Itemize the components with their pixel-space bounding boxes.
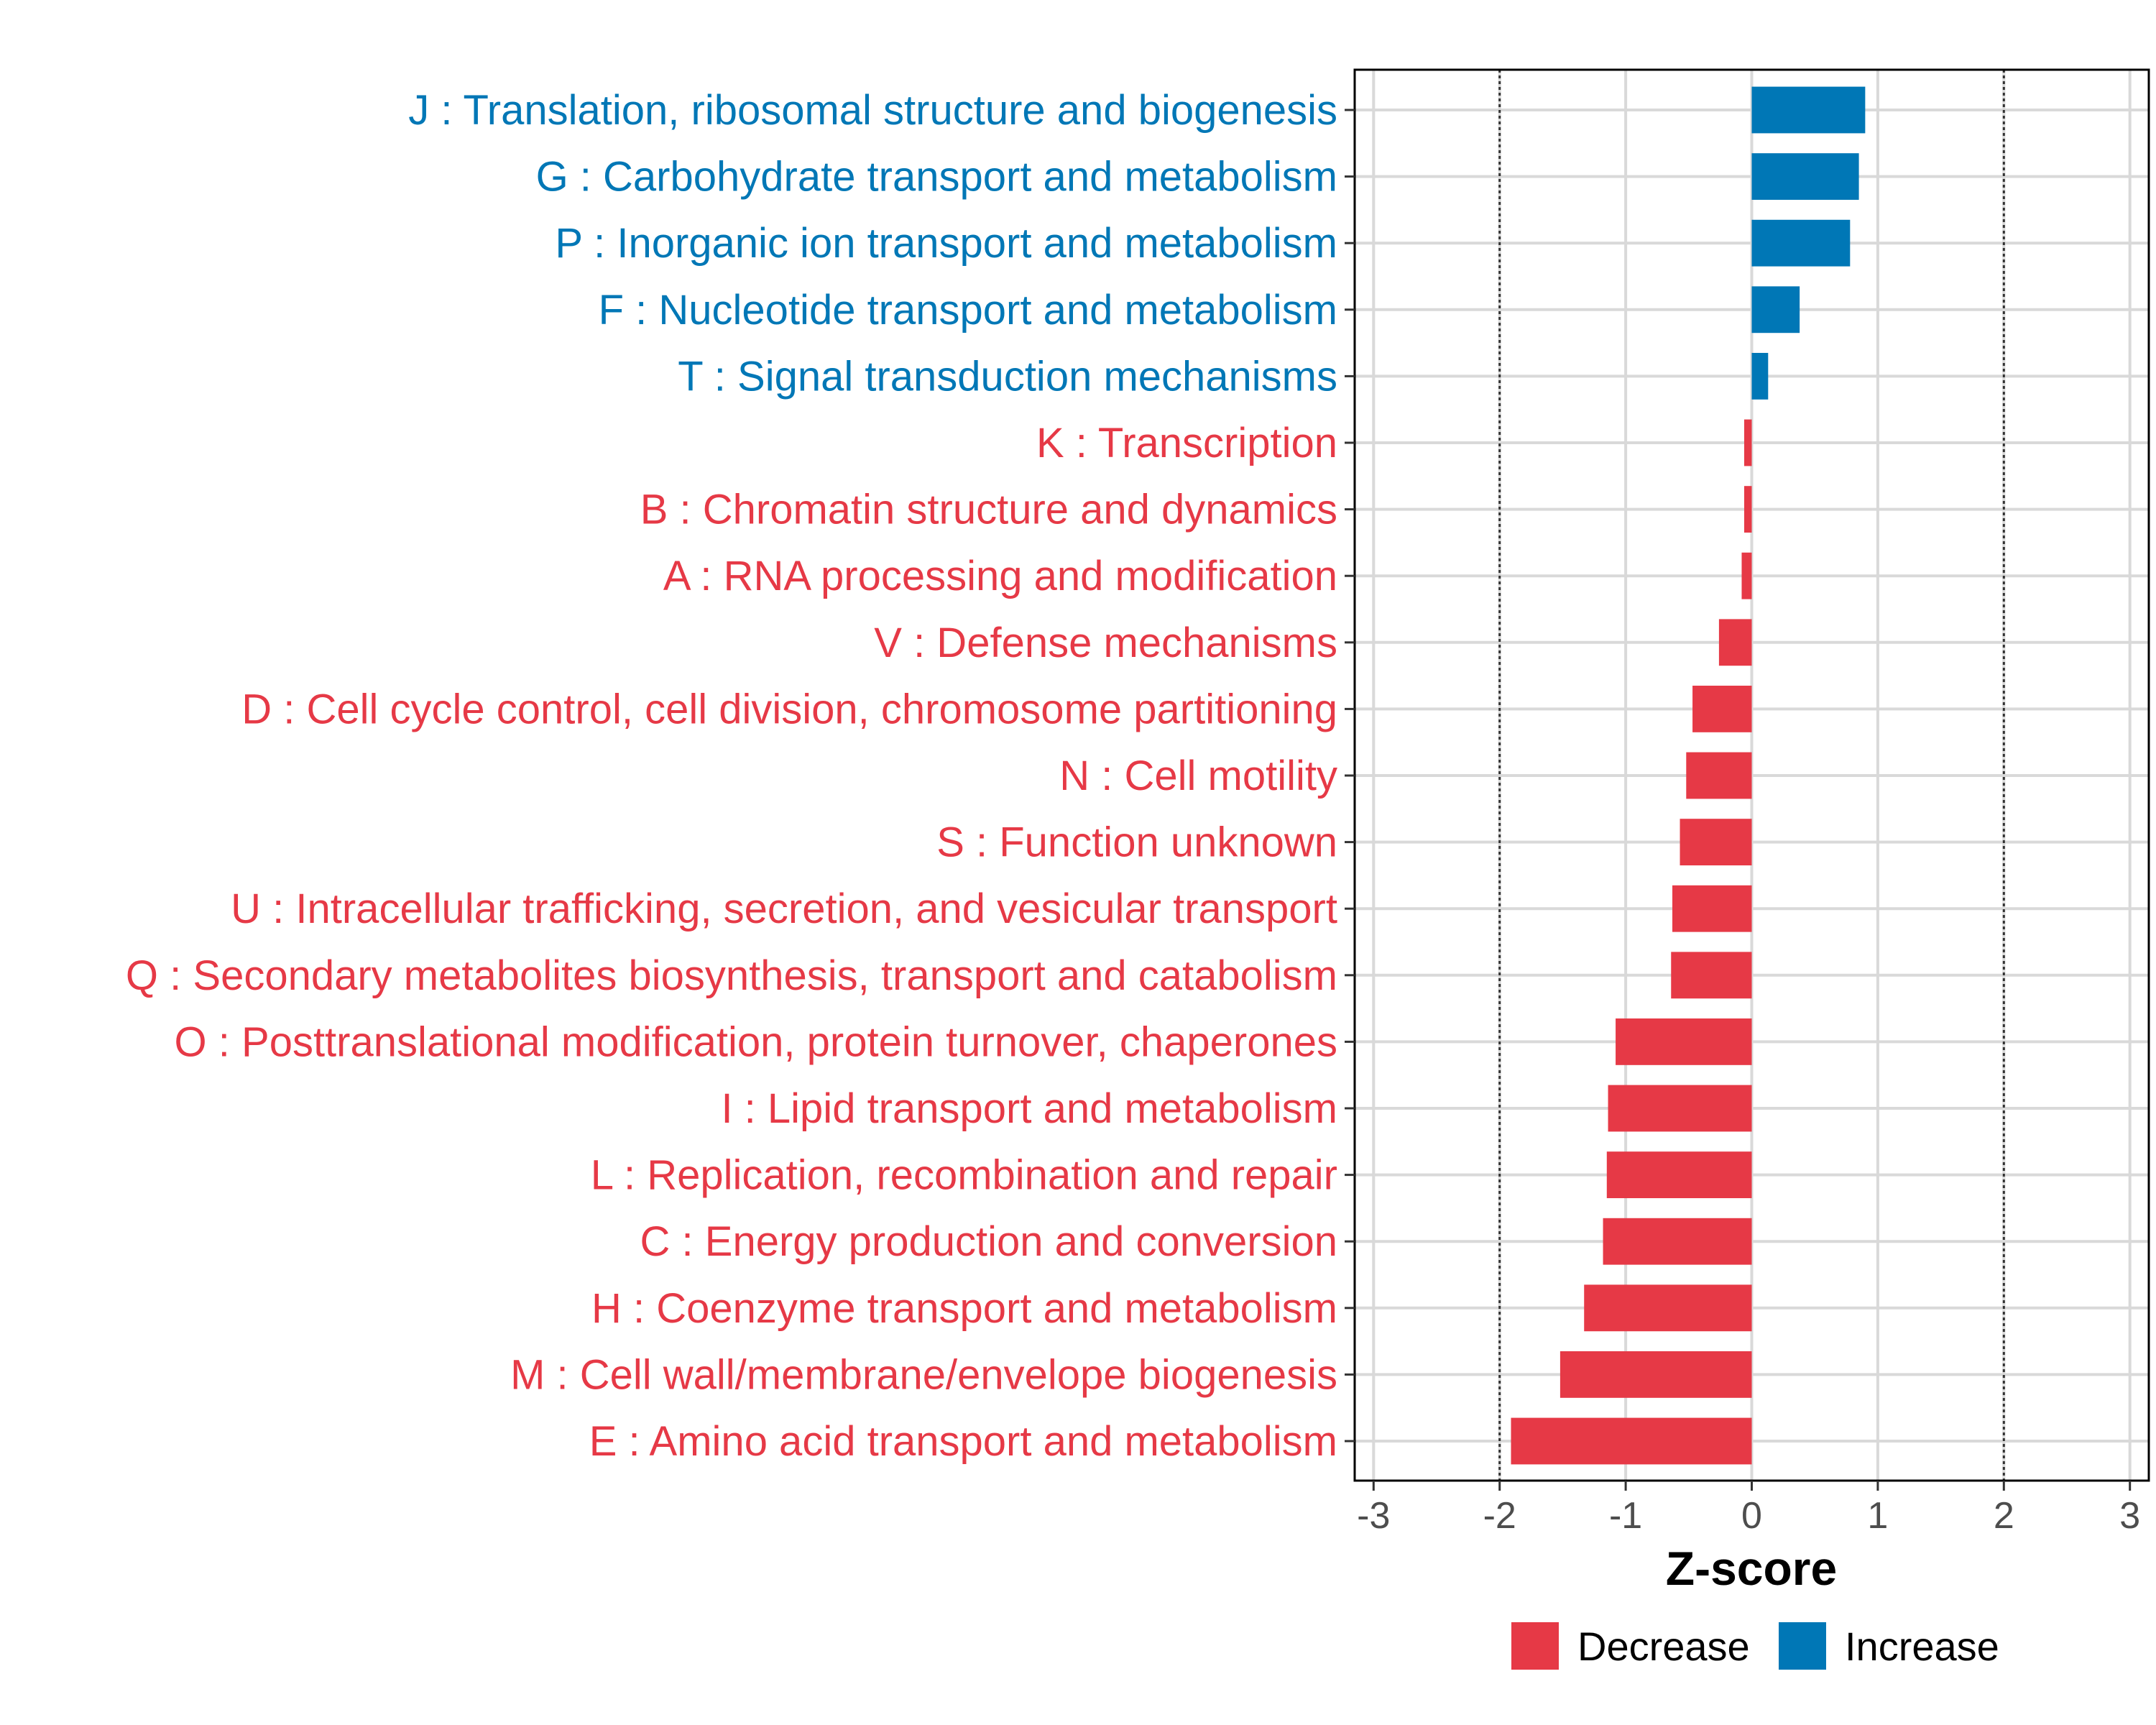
bar — [1751, 153, 1859, 201]
y-ticks — [1345, 109, 1355, 1443]
bar — [1616, 1018, 1752, 1065]
category-label: C : Energy production and conversion — [640, 1218, 1337, 1265]
category-label: H : Coenzyme transport and metabolism — [591, 1285, 1337, 1332]
bar — [1751, 286, 1800, 334]
bar — [1606, 1151, 1752, 1199]
category-label: J : Translation, ribosomal structure and… — [408, 87, 1337, 134]
category-label: L : Replication, recombination and repai… — [591, 1152, 1337, 1199]
category-label: B : Chromatin structure and dynamics — [640, 487, 1337, 533]
category-label: I : Lipid transport and metabolism — [721, 1085, 1337, 1132]
bar — [1680, 819, 1752, 866]
x-tick-label: -3 — [1357, 1495, 1390, 1537]
bar — [1560, 1351, 1752, 1398]
bar — [1751, 219, 1851, 267]
bar — [1751, 352, 1769, 400]
bar — [1672, 885, 1752, 932]
legend: Decrease Increase — [1511, 1622, 1999, 1670]
bar — [1751, 86, 1866, 134]
x-tick-label: 3 — [2119, 1495, 2140, 1537]
category-label: D : Cell cycle control, cell division, c… — [241, 686, 1337, 732]
category-label: K : Transcription — [1036, 420, 1337, 466]
bars — [1511, 86, 1866, 1465]
category-label: M : Cell wall/membrane/envelope biogenes… — [510, 1351, 1337, 1398]
category-label: G : Carbohydrate transport and metabolis… — [536, 154, 1337, 201]
reference-lines — [1498, 70, 2005, 1481]
category-label: T : Signal transduction mechanisms — [678, 353, 1337, 400]
bar — [1718, 619, 1752, 666]
bar — [1743, 486, 1752, 533]
category-label: F : Nucleotide transport and metabolism — [599, 287, 1337, 334]
category-label: O : Posttranslational modification, prot… — [175, 1018, 1337, 1065]
category-labels: J : Translation, ribosomal structure and… — [126, 87, 1337, 1465]
category-label: U : Intracellular trafficking, secretion… — [231, 886, 1337, 932]
category-label: V : Defense mechanisms — [874, 620, 1337, 666]
x-tick-label: 1 — [1867, 1495, 1888, 1537]
x-tick-label: 2 — [1994, 1495, 2014, 1537]
category-label: S : Function unknown — [936, 819, 1337, 866]
x-tick-label: -1 — [1609, 1495, 1642, 1537]
bar — [1671, 952, 1752, 999]
bar — [1741, 552, 1752, 599]
legend-swatch — [1511, 1622, 1559, 1670]
bar — [1686, 752, 1752, 799]
legend-swatch — [1779, 1622, 1826, 1670]
legend-label: Increase — [1845, 1624, 1999, 1669]
category-label: N : Cell motility — [1059, 753, 1337, 799]
legend-label: Decrease — [1577, 1624, 1750, 1669]
category-label: E : Amino acid transport and metabolism — [589, 1418, 1337, 1465]
bar — [1692, 685, 1752, 732]
bar — [1743, 419, 1752, 466]
bar — [1584, 1284, 1752, 1332]
category-label: A : RNA processing and modification — [663, 553, 1337, 599]
x-axis-title: Z-score — [1666, 1542, 1837, 1595]
x-tick-label: 0 — [1741, 1495, 1762, 1537]
bar — [1608, 1085, 1752, 1132]
x-tick-label: -2 — [1483, 1495, 1516, 1537]
bar — [1603, 1218, 1752, 1265]
bar — [1511, 1417, 1752, 1465]
category-label: Q : Secondary metabolites biosynthesis, … — [126, 952, 1337, 999]
category-label: P : Inorganic ion transport and metaboli… — [555, 220, 1337, 267]
x-ticks: -3 -2 -1 0 1 2 3 — [1357, 1481, 2140, 1537]
